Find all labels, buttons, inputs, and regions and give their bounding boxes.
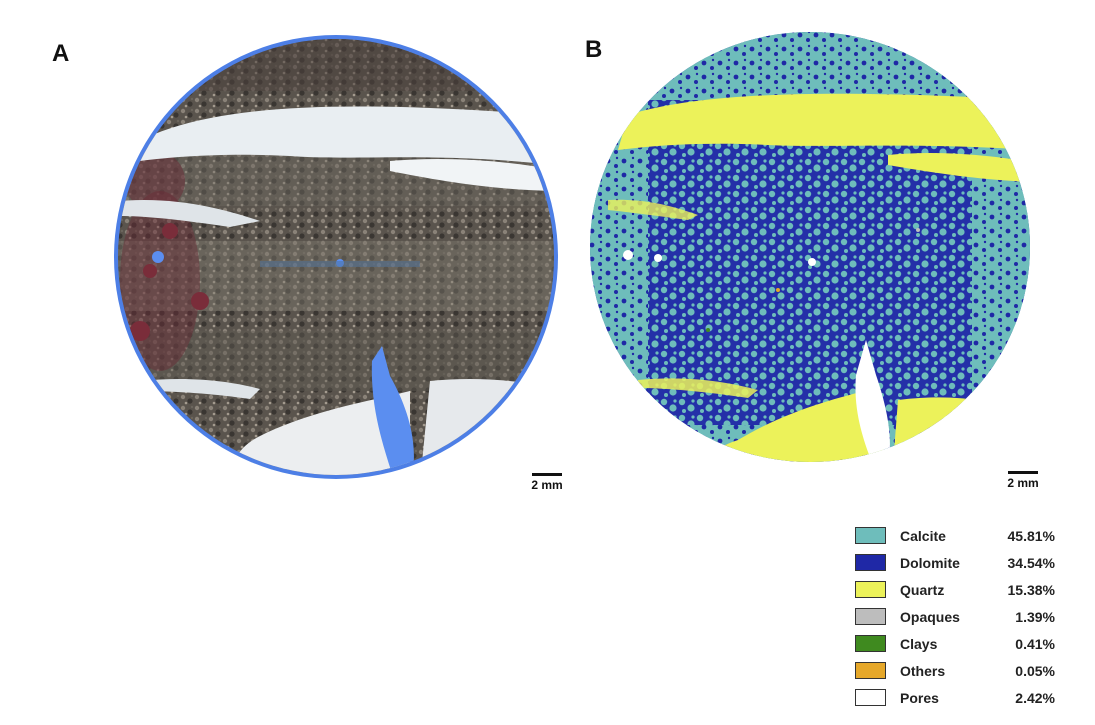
legend-value: 34.54% <box>1007 555 1055 571</box>
legend-label: Pores <box>900 690 939 706</box>
legend-row-dolomite: Dolomite 34.54% <box>855 552 1055 579</box>
legend-label: Calcite <box>900 528 946 544</box>
mineral-legend: Calcite 45.81% Dolomite 34.54% Quartz 15… <box>855 525 1055 714</box>
legend-row-quartz: Quartz 15.38% <box>855 579 1055 606</box>
legend-value: 45.81% <box>1007 528 1055 544</box>
panel-a-label: A <box>52 40 70 67</box>
legend-swatch <box>855 581 886 598</box>
legend-swatch <box>855 689 886 706</box>
legend-label: Opaques <box>900 609 960 625</box>
legend-value: 0.05% <box>1015 663 1055 679</box>
legend-label: Quartz <box>900 582 945 598</box>
panel-b-label: B <box>585 36 603 63</box>
legend-label: Dolomite <box>900 555 960 571</box>
legend-value: 0.41% <box>1015 636 1055 652</box>
legend-value: 15.38% <box>1007 582 1055 598</box>
scale-bar-label: 2 mm <box>1007 476 1039 490</box>
legend-row-clays: Clays 0.41% <box>855 633 1055 660</box>
thin-section-photo <box>114 35 558 479</box>
legend-value: 2.42% <box>1015 690 1055 706</box>
scale-bar-label: 2 mm <box>531 478 563 492</box>
scale-bar-a: 2 mm <box>527 473 567 492</box>
scale-bar-line <box>532 473 562 476</box>
scale-bar-line <box>1008 471 1038 474</box>
scale-bar-b: 2 mm <box>1003 471 1043 490</box>
legend-row-opaques: Opaques 1.39% <box>855 606 1055 633</box>
legend-label: Others <box>900 663 946 679</box>
legend-row-pores: Pores 2.42% <box>855 687 1055 714</box>
legend-value: 1.39% <box>1015 609 1055 625</box>
legend-swatch <box>855 662 886 679</box>
legend-label: Clays <box>900 636 938 652</box>
legend-row-calcite: Calcite 45.81% <box>855 525 1055 552</box>
legend-row-others: Others 0.05% <box>855 660 1055 687</box>
legend-swatch <box>855 554 886 571</box>
mineral-map <box>590 32 1030 462</box>
legend-swatch <box>855 635 886 652</box>
legend-swatch <box>855 527 886 544</box>
legend-swatch <box>855 608 886 625</box>
